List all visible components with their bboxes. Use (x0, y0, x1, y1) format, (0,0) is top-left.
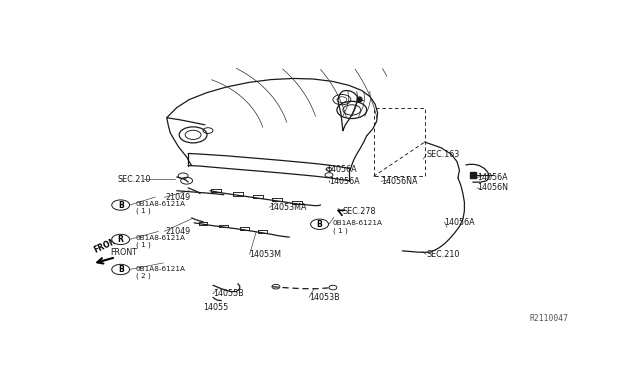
Circle shape (310, 219, 328, 230)
Text: 0B1A8-6121A
( 1 ): 0B1A8-6121A ( 1 ) (136, 235, 186, 248)
Text: 14053B: 14053B (309, 293, 340, 302)
Text: 14056N: 14056N (477, 183, 508, 192)
Text: 21049: 21049 (166, 193, 191, 202)
Text: SEC.278: SEC.278 (343, 207, 376, 216)
Text: SEC.163: SEC.163 (426, 150, 460, 158)
Text: 0B1A8-6121A
( 2 ): 0B1A8-6121A ( 2 ) (136, 266, 186, 279)
Text: SEC.210: SEC.210 (426, 250, 460, 259)
Text: FRONT: FRONT (93, 234, 123, 254)
Text: B: B (118, 201, 124, 209)
Text: 0B1A8-6121A
( 1 ): 0B1A8-6121A ( 1 ) (333, 220, 383, 234)
Text: 14056A: 14056A (445, 218, 475, 227)
Text: R2110047: R2110047 (529, 314, 568, 323)
Text: FRONT: FRONT (110, 248, 137, 257)
Circle shape (112, 264, 130, 275)
Text: 14055B: 14055B (213, 289, 244, 298)
Text: 14056A: 14056A (477, 173, 508, 182)
Text: 14056NA: 14056NA (381, 177, 417, 186)
Text: B: B (317, 220, 323, 229)
Text: R: R (118, 235, 124, 244)
Text: 0B1A8-6121A
( 1 ): 0B1A8-6121A ( 1 ) (136, 201, 186, 214)
Text: 14056A: 14056A (329, 177, 360, 186)
Text: 14055: 14055 (203, 303, 228, 312)
Circle shape (112, 234, 130, 244)
Text: 14053M: 14053M (250, 250, 282, 259)
Text: SEC.210: SEC.210 (117, 175, 150, 184)
Circle shape (112, 200, 130, 210)
Text: 14056A: 14056A (326, 165, 357, 174)
Text: B: B (118, 265, 124, 274)
Text: 21049: 21049 (166, 227, 191, 236)
Text: 14053MA: 14053MA (269, 203, 307, 212)
